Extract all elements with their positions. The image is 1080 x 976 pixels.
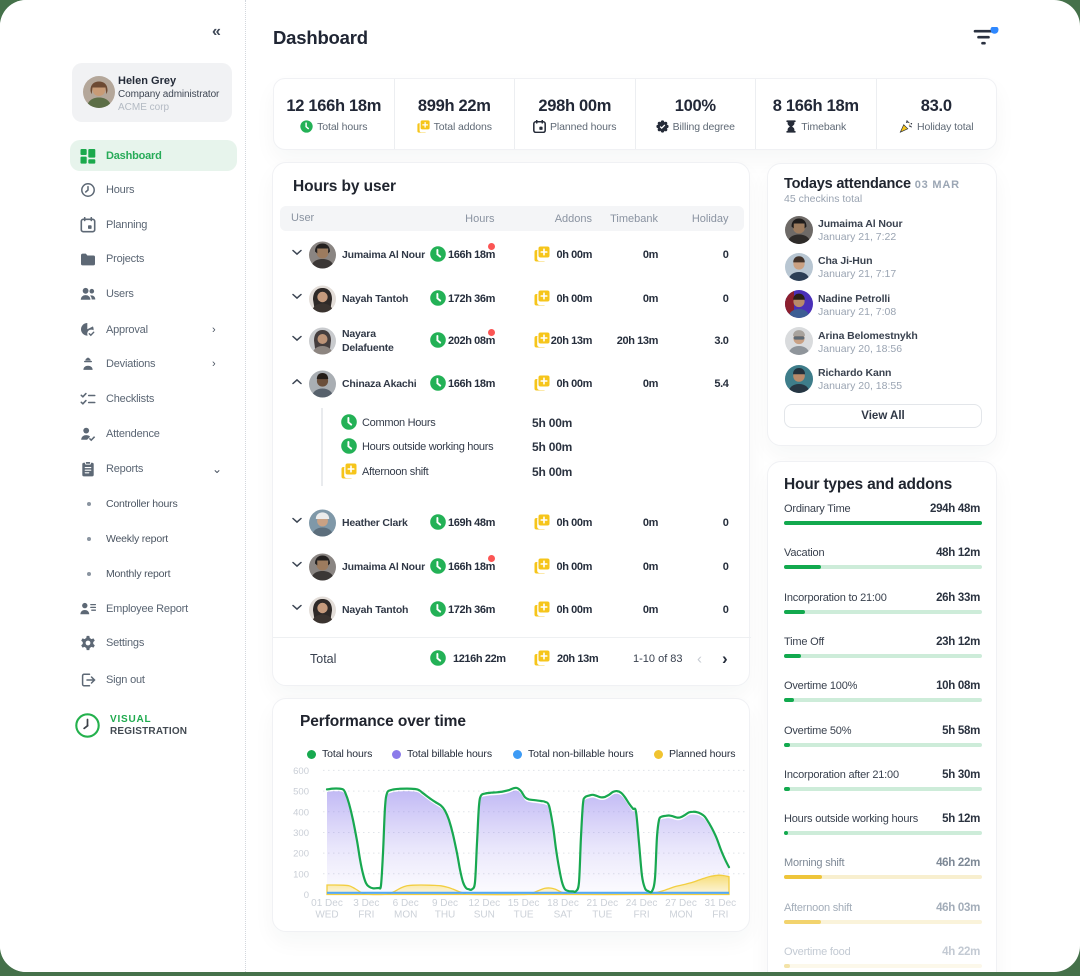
svg-text:12 Dec: 12 Dec	[468, 898, 500, 909]
svg-text:9 Dec: 9 Dec	[432, 898, 458, 909]
svg-text:15 Dec: 15 Dec	[508, 898, 540, 909]
svg-text:24 Dec: 24 Dec	[626, 898, 658, 909]
svg-text:FRI: FRI	[634, 910, 650, 921]
svg-text:THU: THU	[435, 910, 456, 921]
svg-text:MON: MON	[394, 910, 417, 921]
svg-text:500: 500	[293, 787, 309, 798]
svg-text:21 Dec: 21 Dec	[586, 898, 618, 909]
svg-text:3 Dec: 3 Dec	[353, 898, 379, 909]
svg-text:300: 300	[293, 828, 309, 839]
svg-text:200: 200	[293, 849, 309, 860]
svg-text:MON: MON	[669, 910, 692, 921]
svg-text:31 Dec: 31 Dec	[704, 898, 736, 909]
svg-text:600: 600	[293, 766, 309, 777]
svg-text:WED: WED	[315, 910, 338, 921]
svg-text:0: 0	[304, 890, 309, 901]
svg-text:100: 100	[293, 869, 309, 880]
svg-text:SAT: SAT	[554, 910, 573, 921]
svg-text:FRI: FRI	[358, 910, 374, 921]
svg-text:FRI: FRI	[712, 910, 728, 921]
svg-text:27 Dec: 27 Dec	[665, 898, 697, 909]
svg-text:TUE: TUE	[514, 910, 534, 921]
svg-text:18 Dec: 18 Dec	[547, 898, 579, 909]
svg-text:TUE: TUE	[592, 910, 612, 921]
svg-text:400: 400	[293, 807, 309, 818]
svg-text:SUN: SUN	[474, 910, 495, 921]
svg-text:01 Dec: 01 Dec	[311, 898, 343, 909]
svg-text:6 Dec: 6 Dec	[393, 898, 419, 909]
